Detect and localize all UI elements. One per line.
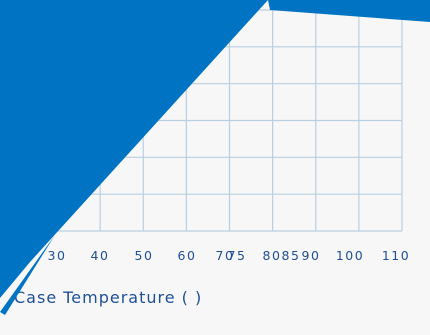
x-tick-label: 85 <box>282 248 301 263</box>
x-tick-label: 40 <box>91 248 110 263</box>
x-tick-label: 60 <box>178 248 197 263</box>
x-tick-label: 90 <box>302 248 321 263</box>
x-tick-label: 75 <box>228 248 247 263</box>
x-tick-label: 70 <box>216 248 235 263</box>
overlay-top-shape <box>268 0 430 22</box>
x-tick-label: 30 <box>48 248 67 263</box>
x-tick-label: 110 <box>382 248 410 263</box>
blue-overlay-shape <box>0 0 430 315</box>
x-tick-label: 50 <box>135 248 154 263</box>
x-axis-label: Case Temperature ( ) <box>14 288 202 307</box>
overlay-sliver-shape <box>0 235 55 315</box>
overlay-main-shape <box>0 0 268 298</box>
x-tick-label: 100 <box>336 248 364 263</box>
x-tick-label: 80 <box>263 248 282 263</box>
